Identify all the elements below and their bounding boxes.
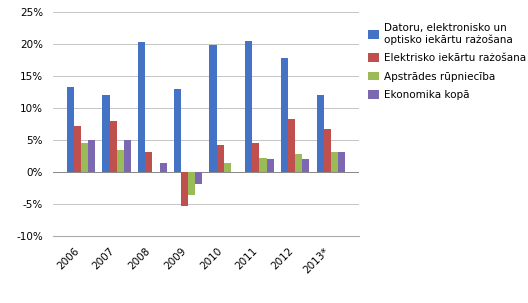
Bar [74,126,81,172]
Bar [216,145,224,172]
Bar [231,171,238,172]
Bar [338,152,345,172]
Bar [324,129,331,172]
Bar [245,41,252,172]
Bar [81,143,88,172]
Bar [117,150,124,172]
Bar [317,95,324,172]
Bar [303,159,309,172]
Bar [267,159,274,172]
Bar [252,143,259,172]
Bar [188,172,195,195]
Bar [145,152,153,172]
Bar [295,154,303,172]
Bar [181,172,188,206]
Bar [124,140,131,172]
Bar [195,172,202,184]
Bar [259,158,267,172]
Bar [331,152,338,172]
Bar [109,121,117,172]
Bar [102,95,109,172]
Bar [159,163,167,172]
Bar [281,58,288,172]
Legend: Datoru, elektronisko un
optisko iekārtu rażošana, Elektrisko iekārtu rażošana, A: Datoru, elektronisko un optisko iekārtu … [367,22,527,101]
Bar [210,45,216,172]
Bar [174,89,181,172]
Bar [224,163,231,172]
Bar [288,119,295,172]
Bar [67,87,74,172]
Bar [138,42,145,172]
Bar [88,140,95,172]
